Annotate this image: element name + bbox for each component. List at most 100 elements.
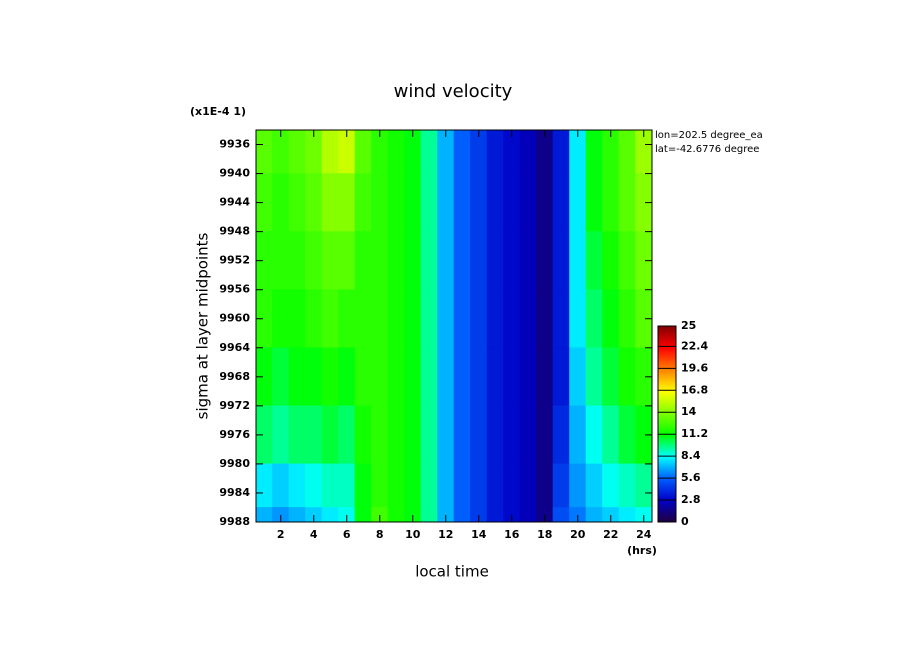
contour-cell	[288, 231, 306, 291]
contour-cell	[552, 173, 570, 232]
contour-cell	[305, 289, 323, 349]
contour-cell	[420, 289, 438, 349]
contour-cell	[470, 347, 488, 407]
contour-cell	[486, 289, 504, 349]
contour-cell	[272, 463, 290, 508]
contour-cell	[387, 405, 405, 465]
contour-cell	[272, 231, 290, 291]
contour-cell	[338, 289, 356, 349]
annotation: lon=202.5 degree_ea	[655, 130, 763, 141]
contour-cell	[437, 289, 455, 349]
contour-cell	[255, 463, 273, 508]
contour-cell	[552, 129, 570, 174]
contour-cell	[569, 347, 587, 407]
contour-cell	[453, 507, 471, 523]
contour-cell	[635, 463, 653, 508]
y-tick-label: 9952	[219, 254, 250, 267]
contour-cell	[552, 289, 570, 349]
contour-cell	[453, 129, 471, 174]
contour-cell	[519, 129, 537, 174]
contour-cell	[354, 129, 372, 174]
contour-cell	[536, 173, 554, 232]
contour-cell	[486, 405, 504, 465]
y-tick-label: 9976	[219, 428, 250, 441]
contour-cell	[536, 405, 554, 465]
colorbar-tick-label: 14	[681, 405, 697, 418]
contour-cell	[552, 463, 570, 508]
contour-cell	[453, 231, 471, 291]
contour-cell	[321, 231, 339, 291]
contour-cell	[404, 405, 422, 465]
x-tick-label: 22	[603, 528, 618, 541]
contour-cell	[420, 405, 438, 465]
contour-cell	[552, 231, 570, 291]
colorbar-tick-label: 8.4	[681, 449, 701, 462]
annotation: lat=-42.6776 degree	[655, 144, 759, 155]
contour-cell	[321, 129, 339, 174]
contour-cell	[585, 231, 603, 291]
contour-cell	[272, 405, 290, 465]
colorbar-tick-label: 19.6	[681, 361, 708, 374]
y-tick-label: 9984	[219, 486, 250, 499]
contour-cell	[420, 173, 438, 232]
contour-cell	[321, 289, 339, 349]
y-tick-label: 9940	[219, 167, 250, 180]
contour-cell	[404, 231, 422, 291]
contour-cell	[288, 173, 306, 232]
contour-cell	[288, 129, 306, 174]
contour-cell	[486, 507, 504, 523]
contour-cell	[321, 347, 339, 407]
contour-cell	[602, 463, 620, 508]
contour-cell	[338, 173, 356, 232]
contour-cell	[519, 173, 537, 232]
contour-cell	[519, 507, 537, 523]
contour-cell	[585, 463, 603, 508]
contour-cell	[305, 347, 323, 407]
contour-cell	[470, 289, 488, 349]
contour-cell	[470, 231, 488, 291]
contour-cell	[354, 507, 372, 523]
contour-cell	[305, 405, 323, 465]
contour-cell	[453, 289, 471, 349]
contour-cell	[288, 347, 306, 407]
colorbar: 0 2.8 5.6 8.4 11.2 14 16.8 19.6 22.4 25	[657, 319, 708, 528]
x-tick-label: 24	[636, 528, 652, 541]
contour-cell	[569, 173, 587, 232]
contour-cell	[618, 173, 636, 232]
contour-cell	[272, 289, 290, 349]
contour-cell	[503, 347, 521, 407]
contour-cell	[503, 231, 521, 291]
contour-cell	[585, 507, 603, 523]
contour-cell	[536, 463, 554, 508]
contour-cell	[618, 347, 636, 407]
contour-cell	[618, 231, 636, 291]
contour-cell	[585, 347, 603, 407]
contour-cell	[288, 405, 306, 465]
contour-cell	[486, 129, 504, 174]
contour-cell	[305, 231, 323, 291]
contour-cell	[371, 289, 389, 349]
x-tick-label: 12	[438, 528, 453, 541]
y-tick-label: 9968	[219, 370, 250, 383]
y-tick-label: 9956	[219, 283, 250, 296]
contour-cell	[387, 173, 405, 232]
contour-cell	[354, 463, 372, 508]
contour-cell	[437, 231, 455, 291]
x-tick-label: 20	[570, 528, 586, 541]
contour-cell	[437, 173, 455, 232]
contour-cell	[387, 463, 405, 508]
contour-cell	[288, 463, 306, 508]
y-tick-label: 9948	[219, 225, 250, 238]
axes: 2 4 6 8 10 12 14 16 18 20 22 2499369940994499489952…	[219, 129, 653, 541]
contour-cell	[354, 289, 372, 349]
contour-cell	[536, 289, 554, 349]
contour-cell	[453, 347, 471, 407]
contour-cell	[569, 405, 587, 465]
contour-cell	[404, 173, 422, 232]
contour-cell	[338, 231, 356, 291]
plot-frame	[255, 129, 653, 523]
contour-cell	[519, 347, 537, 407]
contour-cell	[618, 289, 636, 349]
contour-cell	[552, 405, 570, 465]
